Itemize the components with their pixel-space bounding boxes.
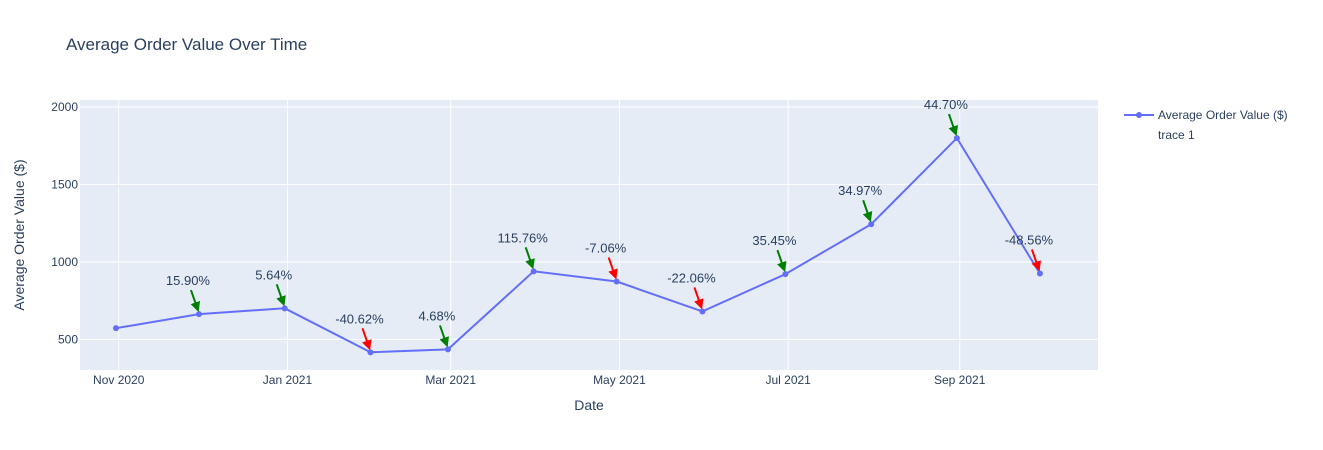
x-tick-label: May 2021 <box>593 373 646 387</box>
series-layer <box>115 136 1041 354</box>
plot-area <box>80 100 1098 370</box>
annotation-arrow <box>438 325 449 348</box>
series-line-average-order-value <box>115 136 1041 354</box>
annotation-arrow <box>524 246 535 270</box>
y-tick-label: 500 <box>58 332 78 346</box>
annotation-arrow <box>776 249 787 273</box>
data-point[interactable] <box>868 221 875 228</box>
annotation-arrow <box>361 328 372 351</box>
data-point[interactable] <box>367 349 374 356</box>
annotation-arrow <box>190 289 201 312</box>
legend-item-trace-1[interactable]: trace 1 <box>1158 128 1195 142</box>
data-point[interactable] <box>444 346 451 353</box>
x-tick-label: Jan 2021 <box>263 373 313 387</box>
legend-label-trace-1: trace 1 <box>1158 128 1195 142</box>
data-point[interactable] <box>613 278 620 285</box>
annotation-label: 115.76% <box>497 230 548 245</box>
data-point[interactable] <box>281 305 288 312</box>
annotation-arrow <box>862 199 873 223</box>
annotation-label: -7.06% <box>585 241 627 256</box>
data-point[interactable] <box>112 325 119 332</box>
annotation-arrow <box>947 113 958 136</box>
x-tick-label: Jul 2021 <box>765 373 811 387</box>
data-point[interactable] <box>699 308 706 315</box>
x-axis-ticks: Nov 2020 Jan 2021 Mar 2021 May 2021 Jul 2021… <box>93 373 986 387</box>
x-tick-label: Sep 2021 <box>934 373 986 387</box>
data-point[interactable] <box>195 311 202 318</box>
x-tick-label: Mar 2021 <box>425 373 476 387</box>
chart-title: Average Order Value Over Time <box>66 35 307 54</box>
legend[interactable]: Average Order Value ($) trace 1 <box>1124 108 1288 142</box>
data-point[interactable] <box>953 135 960 142</box>
annotation-label: 5.64% <box>255 267 292 282</box>
annotation-label: 35.45% <box>752 233 797 248</box>
annotation-arrow <box>1030 249 1041 272</box>
annotation-label: 15.90% <box>166 273 211 288</box>
annotation-label: -40.62% <box>335 311 384 326</box>
annotation-label: -48.56% <box>1005 232 1054 247</box>
data-point[interactable] <box>530 268 537 275</box>
data-point[interactable] <box>1036 270 1043 277</box>
annotation-arrow <box>607 257 618 280</box>
legend-item-average-order-value[interactable]: Average Order Value ($) <box>1124 108 1288 122</box>
annotation-label: 4.68% <box>418 308 455 323</box>
legend-label-average-order-value: Average Order Value ($) <box>1158 108 1288 122</box>
annotation-arrow <box>275 284 286 307</box>
x-axis-title: Date <box>574 397 604 413</box>
gridlines <box>80 100 1098 370</box>
y-axis-title: Average Order Value ($) <box>11 159 27 310</box>
annotation-label: 44.70% <box>924 97 969 112</box>
data-points <box>112 135 1043 356</box>
y-tick-label: 2000 <box>51 100 78 114</box>
y-tick-label: 1500 <box>51 177 78 191</box>
data-point[interactable] <box>782 271 789 278</box>
annotations: 15.90% 5.64% -40.62% 4.68% 115.76% -7.06% -22.… <box>166 97 1054 351</box>
annotation-arrow <box>693 287 704 310</box>
legend-marker-icon <box>1136 112 1142 118</box>
annotation-label: -22.06% <box>667 270 716 285</box>
y-tick-label: 1000 <box>51 255 78 269</box>
x-tick-label: Nov 2020 <box>93 373 145 387</box>
y-axis-ticks: 500 1000 1500 2000 <box>51 100 78 346</box>
annotation-label: 34.97% <box>838 183 883 198</box>
